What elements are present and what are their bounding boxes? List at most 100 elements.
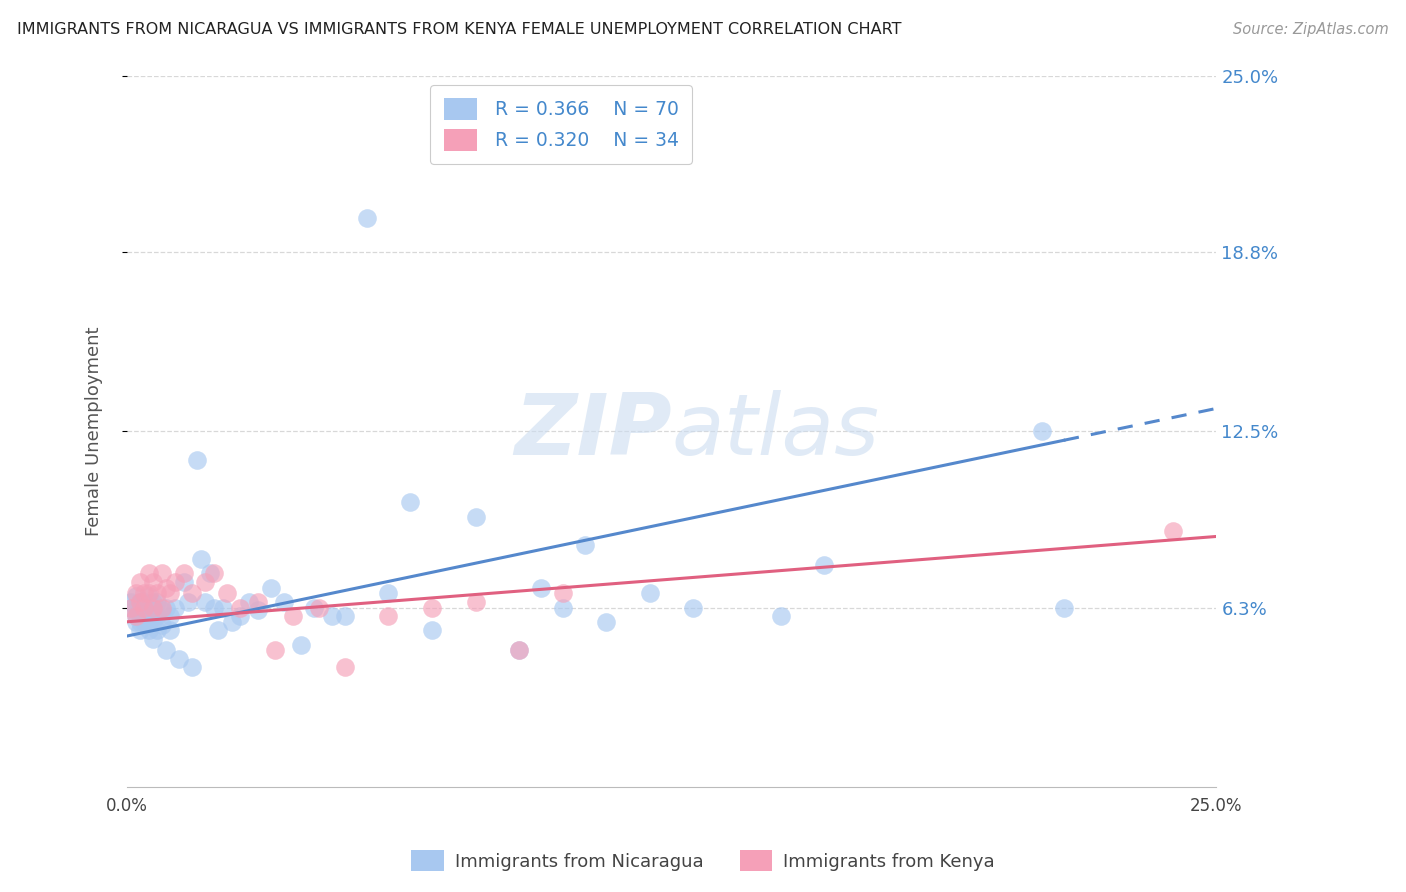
Point <box>1031 424 1053 438</box>
Point <box>1161 524 1184 538</box>
Point <box>194 574 217 589</box>
Point <box>530 581 553 595</box>
Point <box>142 615 165 629</box>
Legend: Immigrants from Nicaragua, Immigrants from Kenya: Immigrants from Nicaragua, Immigrants fr… <box>405 843 1001 879</box>
Point <box>377 609 399 624</box>
Point <box>173 574 195 589</box>
Point <box>120 600 142 615</box>
Point <box>1053 600 1076 615</box>
Point <box>420 600 443 615</box>
Point <box>129 624 152 638</box>
Point <box>138 589 160 603</box>
Point <box>142 632 165 646</box>
Point <box>229 600 252 615</box>
Point <box>142 600 165 615</box>
Point <box>508 643 530 657</box>
Point <box>308 600 330 615</box>
Point <box>281 609 304 624</box>
Point <box>464 595 486 609</box>
Point <box>163 574 186 589</box>
Point <box>595 615 617 629</box>
Point <box>159 586 181 600</box>
Point <box>246 603 269 617</box>
Point <box>321 609 343 624</box>
Point <box>181 586 204 600</box>
Point <box>333 609 356 624</box>
Point <box>124 609 146 624</box>
Point <box>138 624 160 638</box>
Point <box>399 495 422 509</box>
Point <box>155 581 177 595</box>
Point <box>150 566 173 581</box>
Point <box>229 609 252 624</box>
Point <box>508 643 530 657</box>
Point <box>186 452 208 467</box>
Point <box>246 595 269 609</box>
Point <box>207 624 229 638</box>
Point <box>238 595 260 609</box>
Point <box>129 603 152 617</box>
Point <box>159 609 181 624</box>
Point <box>146 586 169 600</box>
Point <box>142 595 165 609</box>
Point <box>163 600 186 615</box>
Point <box>138 586 160 600</box>
Point <box>551 586 574 600</box>
Point <box>142 600 165 615</box>
Point <box>124 609 146 624</box>
Point <box>129 595 152 609</box>
Point <box>574 538 596 552</box>
Point <box>134 586 156 600</box>
Point <box>138 615 160 629</box>
Point <box>420 624 443 638</box>
Point <box>551 600 574 615</box>
Point <box>124 600 146 615</box>
Point <box>155 643 177 657</box>
Point <box>356 211 378 225</box>
Point <box>813 558 835 572</box>
Point <box>181 660 204 674</box>
Text: ZIP: ZIP <box>515 390 672 473</box>
Point <box>134 615 156 629</box>
Point <box>150 603 173 617</box>
Text: IMMIGRANTS FROM NICARAGUA VS IMMIGRANTS FROM KENYA FEMALE UNEMPLOYMENT CORRELATI: IMMIGRANTS FROM NICARAGUA VS IMMIGRANTS … <box>17 22 901 37</box>
Point <box>120 595 142 609</box>
Point <box>150 600 173 615</box>
Point <box>177 595 200 609</box>
Point <box>273 595 295 609</box>
Point <box>146 595 169 609</box>
Point <box>129 574 152 589</box>
Point <box>260 581 283 595</box>
Point <box>769 609 792 624</box>
Y-axis label: Female Unemployment: Female Unemployment <box>86 326 103 536</box>
Point <box>190 552 212 566</box>
Point <box>194 595 217 609</box>
Point <box>638 586 661 600</box>
Point <box>159 624 181 638</box>
Point <box>134 600 156 615</box>
Point <box>211 600 233 615</box>
Point <box>146 624 169 638</box>
Point <box>124 615 146 629</box>
Point <box>150 617 173 632</box>
Point <box>129 595 152 609</box>
Point <box>134 595 156 609</box>
Text: atlas: atlas <box>672 390 880 473</box>
Point <box>217 586 239 600</box>
Point <box>202 566 225 581</box>
Point <box>129 615 152 629</box>
Point <box>377 586 399 600</box>
Point <box>138 609 160 624</box>
Point <box>333 660 356 674</box>
Point <box>120 600 142 615</box>
Point <box>134 600 156 615</box>
Point <box>304 600 326 615</box>
Point <box>124 586 146 600</box>
Point <box>264 643 287 657</box>
Point <box>167 652 190 666</box>
Point <box>290 638 312 652</box>
Legend:  R = 0.366    N = 70,  R = 0.320    N = 34: R = 0.366 N = 70, R = 0.320 N = 34 <box>430 85 692 164</box>
Point <box>221 615 243 629</box>
Point <box>142 574 165 589</box>
Point <box>138 566 160 581</box>
